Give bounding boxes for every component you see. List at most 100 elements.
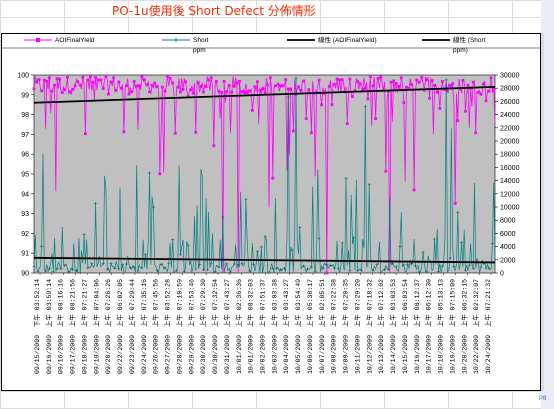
chart-legend: AOIFinalYield Short ppm 線性 (AOIFinalYield) 線… — [2, 35, 540, 54]
short-ppm-point — [375, 263, 379, 266]
x-category-date: 10/02/2009 — [260, 335, 267, 374]
aoi-point — [345, 122, 349, 125]
x-category-date: 10/11/2009 — [354, 335, 361, 374]
x-category: 上午 07:45:56 09/26/2009 — [151, 279, 160, 374]
x-category-date: 09/30/2009 — [200, 335, 207, 374]
short-ppm-point — [117, 267, 121, 271]
short-ppm-point — [379, 271, 383, 275]
short-ppm-point — [171, 238, 175, 242]
aoi-point — [348, 77, 352, 81]
short-ppm-point — [425, 270, 429, 274]
aoi-point — [317, 78, 321, 82]
aoi-point — [107, 92, 110, 96]
x-category-date: 09/27/2009 — [165, 335, 172, 374]
aoi-point — [374, 117, 377, 120]
aoi-point — [94, 76, 97, 79]
short-ppm-point — [186, 243, 190, 247]
aoi-point — [32, 87, 36, 91]
short-ppm-point — [190, 269, 194, 273]
aoi-point — [441, 80, 444, 83]
x-category-date: 09/31/2009 — [224, 335, 231, 374]
aoi-point — [302, 79, 306, 83]
aoi-point — [407, 87, 411, 91]
aoi-point — [371, 84, 375, 88]
left-tick-label: 96 — [21, 152, 29, 159]
aoi-point — [369, 75, 372, 78]
window-scroll-strip[interactable] — [541, 0, 554, 409]
x-category-time: 上午 03:03:53 — [388, 279, 397, 327]
x-category-date: 10/03/2009 — [271, 335, 278, 374]
aoi-point — [235, 81, 239, 85]
short-ppm-point — [398, 244, 402, 248]
short-ppm-point — [417, 270, 421, 274]
aoi-point — [438, 107, 442, 110]
short-ppm-point — [163, 266, 167, 270]
x-category: 上午 07:35:16 09/24/2009 — [139, 279, 148, 374]
short-ppm-point — [51, 270, 55, 273]
short-ppm-point — [336, 266, 340, 270]
right-tick-label: 6000 — [500, 231, 516, 238]
x-category-time: 上午 07:26:26 — [103, 279, 112, 327]
x-category: 上午 02:32:07 10/22/2009 — [471, 279, 480, 374]
x-category-date: 10/17/2009 — [426, 335, 433, 374]
left-tick-label: 94 — [21, 191, 29, 198]
x-category: 上午 07:53:46 09/29/2009 — [186, 279, 195, 374]
short-ppm-point — [128, 266, 132, 270]
aoi-point — [453, 202, 457, 205]
x-category-time: 上午 06:32:15 — [459, 279, 468, 327]
aoi-point — [446, 89, 449, 93]
aoi-point — [197, 81, 200, 85]
short-ppm-point — [67, 270, 71, 274]
aoi-point — [476, 90, 480, 94]
x-category: 上午 07:29:44 09/23/2009 — [127, 279, 136, 374]
short-ppm-point — [259, 245, 263, 249]
aoi-point — [140, 75, 144, 79]
aoi-point — [48, 76, 51, 80]
x-category-time: 上午 07:21:27 — [80, 279, 89, 327]
aoi-point — [410, 83, 413, 86]
x-category-time: 上午 02:32:07 — [471, 279, 480, 327]
left-tick-label: 98 — [21, 112, 29, 119]
left-tick-label: 95 — [21, 172, 29, 179]
aoi-point — [132, 80, 136, 83]
x-category-date: 09/28/2009 — [176, 335, 183, 374]
short-ppm-point — [155, 269, 159, 273]
short-ppm-point — [32, 265, 36, 269]
aoi-point — [232, 84, 236, 88]
short-ppm-point — [479, 265, 483, 269]
x-category: 上午 05:13:13 10/18/2009 — [436, 279, 445, 374]
aoi-point — [286, 87, 290, 91]
short-ppm-point — [205, 268, 209, 272]
legend-marker-0 — [36, 38, 40, 42]
aoi-point — [135, 84, 139, 88]
short-ppm-point — [113, 266, 117, 270]
short-ppm-point — [159, 263, 163, 266]
short-ppm-point — [490, 242, 494, 246]
chart-area[interactable]: AOIFinalYield Short ppm 線性 (AOIFinalYield) 線… — [1, 33, 541, 391]
aoi-point — [148, 90, 151, 94]
left-tick-label: 90 — [21, 271, 29, 278]
aoi-point — [209, 76, 213, 80]
short-ppm-point — [240, 262, 244, 266]
aoi-point — [68, 90, 72, 94]
aoi-point — [492, 87, 496, 91]
short-ppm-point — [294, 76, 298, 80]
x-category-date: 10/22/2009 — [473, 335, 480, 374]
short-ppm-point — [202, 268, 205, 272]
short-ppm-point — [63, 264, 67, 267]
aoi-point — [256, 80, 259, 84]
short-ppm-point — [121, 263, 125, 267]
aoi-point — [474, 131, 478, 135]
x-category-date: 10/09/2009 — [343, 335, 350, 374]
aoi-point — [358, 82, 362, 85]
aoi-point — [335, 77, 339, 81]
aoi-point — [225, 90, 228, 94]
x-category-date: 10/07/2009 — [319, 335, 326, 374]
short-ppm-point — [467, 263, 471, 267]
aoi-point — [417, 81, 421, 84]
aoi-point — [37, 78, 41, 81]
x-category: 上午 08:21:56 09/17/2009 — [68, 279, 77, 374]
aoi-point — [212, 144, 216, 148]
aoi-point — [104, 75, 108, 78]
aoi-point — [45, 79, 49, 83]
